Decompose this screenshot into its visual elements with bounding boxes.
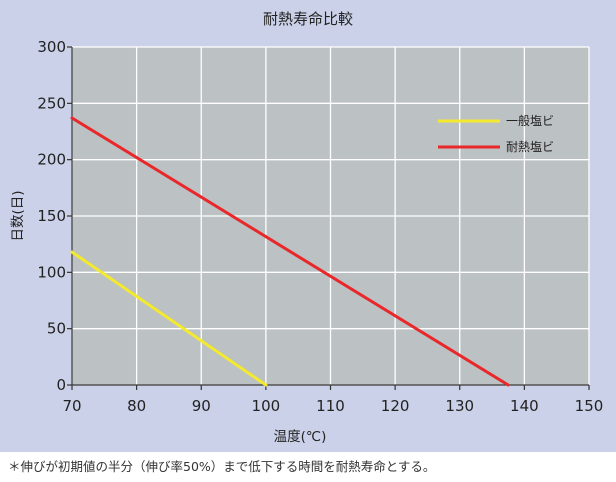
series-lines	[70, 116, 510, 387]
axes: 0 50 100 150 200 250 300 70 80 90 100 110 120 130 140 1…	[37, 38, 603, 415]
footnote: ＊伸びが初期値の半分（伸び率50%）まで低下する時間を耐熱寿命とする。	[8, 459, 436, 474]
y-tick-label-50: 50	[47, 320, 66, 338]
y-tick-label-200: 200	[37, 151, 66, 169]
x-tick-label-90: 90	[192, 397, 211, 415]
x-tick-label-140: 140	[510, 397, 539, 415]
chart-title: 耐熱寿命比較	[263, 10, 353, 28]
series-line-0	[70, 250, 268, 387]
x-tick-label-120: 120	[381, 397, 410, 415]
y-tick-label-0: 0	[56, 376, 66, 394]
legend-label-1: 耐熱塩ビ	[506, 139, 554, 154]
x-tick-label-150: 150	[575, 397, 604, 415]
legend-label-0: 一般塩ビ	[506, 113, 554, 128]
y-tick-label-300: 300	[37, 38, 66, 56]
series-line-1	[70, 116, 510, 387]
x-tick-label-100: 100	[252, 397, 281, 415]
y-axis-label: 日数(日)	[10, 190, 26, 241]
y-tick-label-250: 250	[37, 94, 66, 112]
chart-svg: 耐熱寿命比較 0 50 100 150 200 250 300 70 80 90 100 110 120…	[10, 10, 603, 445]
x-tick-label-110: 110	[316, 397, 345, 415]
y-tick-label-150: 150	[37, 207, 66, 225]
x-axis-label: 温度(℃)	[274, 429, 327, 445]
y-tick-label-100: 100	[37, 263, 66, 281]
chart-panel: 耐熱寿命比較 0 50 100 150 200 250 300 70 80 90 100 110 120…	[0, 0, 616, 452]
x-tick-label-130: 130	[445, 397, 474, 415]
x-tick-label-80: 80	[127, 397, 146, 415]
x-tick-label-70: 70	[62, 397, 81, 415]
